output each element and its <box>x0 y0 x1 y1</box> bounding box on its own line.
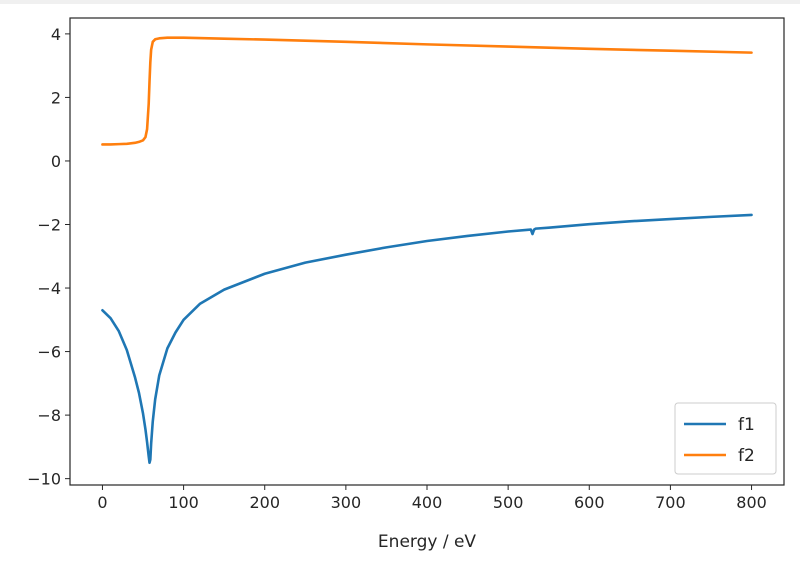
plot-area <box>70 18 784 485</box>
y-tick-label: −4 <box>37 279 61 298</box>
x-tick-label: 200 <box>249 493 280 512</box>
x-tick-label: 300 <box>331 493 362 512</box>
series-line-f1 <box>101 213 753 465</box>
legend-frame <box>674 402 777 475</box>
plot-background <box>70 18 784 485</box>
x-tick-label: 800 <box>736 493 767 512</box>
y-tick-label: 2 <box>51 88 61 107</box>
x-tick-label: 100 <box>168 493 199 512</box>
y-tick-label: −10 <box>27 470 61 489</box>
x-tick-label: 400 <box>412 493 443 512</box>
plot-frame <box>69 17 785 486</box>
y-tick-label: −2 <box>37 215 61 234</box>
legend-label-f2: f2 <box>738 446 755 466</box>
x-axis-ticks: 0 100 200 300 400 500 600 700 800 <box>97 485 767 512</box>
y-tick-label: 0 <box>51 152 61 171</box>
x-tick-label: 700 <box>655 493 686 512</box>
legend-label-f1: f1 <box>738 415 755 435</box>
x-tick-label: 600 <box>574 493 605 512</box>
figure-top-strip <box>0 0 800 4</box>
legend: f1 f2 <box>674 402 777 475</box>
y-tick-label: 4 <box>51 25 61 44</box>
x-tick-label: 500 <box>493 493 524 512</box>
series-line-f2 <box>101 36 753 146</box>
series-layer <box>101 36 753 465</box>
x-axis-label: Energy / eV <box>378 532 477 552</box>
y-tick-label: −8 <box>37 406 61 425</box>
y-tick-label: −6 <box>37 343 61 362</box>
x-tick-label: 0 <box>97 493 107 512</box>
y-axis-ticks: 4 2 0 −2 −4 −6 −8 −10 <box>27 25 70 489</box>
